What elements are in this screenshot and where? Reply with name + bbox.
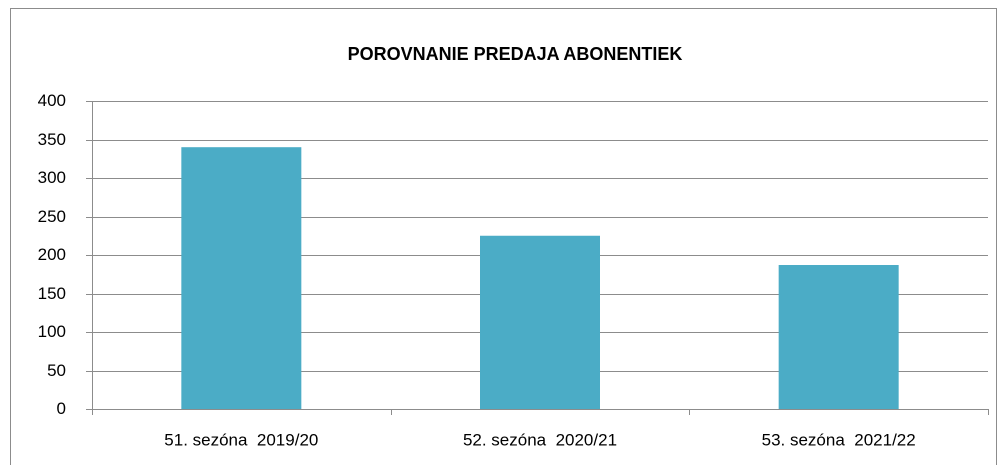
- y-tick-label: 400: [38, 91, 66, 110]
- bar: [181, 147, 302, 409]
- x-tick-label: 53. sezóna 2021/22: [762, 430, 916, 449]
- chart-title: POROVNANIE PREDAJA ABONENTIEK: [348, 44, 683, 64]
- bar: [480, 235, 600, 409]
- y-tick-label: 0: [57, 399, 66, 418]
- y-tick-label: 200: [38, 245, 66, 264]
- x-tick-label: 51. sezóna 2019/20: [164, 430, 318, 449]
- y-tick-label: 100: [38, 322, 66, 341]
- bar: [778, 265, 899, 409]
- y-tick-label: 150: [38, 284, 66, 303]
- y-tick-label: 250: [38, 207, 66, 226]
- y-tick-label: 350: [38, 130, 66, 149]
- y-tick-label: 50: [47, 361, 66, 380]
- x-tick-label: 52. sezóna 2020/21: [463, 430, 617, 449]
- y-tick-label: 300: [38, 168, 66, 187]
